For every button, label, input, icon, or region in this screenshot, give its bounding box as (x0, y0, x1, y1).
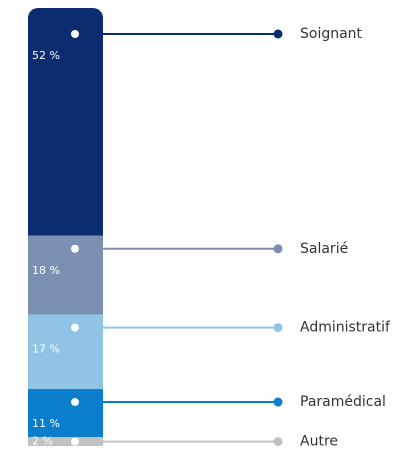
bar-segment (28, 8, 103, 236)
legend-label: Soignant (300, 26, 363, 42)
leader-dot (71, 398, 79, 407)
leader-dot (71, 30, 79, 38)
bar-group (28, 8, 103, 446)
bar-segment (28, 437, 103, 446)
legend-dot (273, 29, 283, 39)
legend-label: Administratif (300, 320, 391, 336)
legend-label: Paramédical (300, 394, 386, 410)
value-label: 11 % (32, 417, 60, 430)
bar-segment (28, 389, 103, 438)
value-label: 52 % (32, 49, 60, 62)
value-label: 18 % (32, 264, 60, 277)
leader-dot (71, 437, 79, 446)
value-label: 17 % (32, 343, 60, 356)
legend-dot (273, 437, 283, 447)
legend-label: Salarié (300, 241, 348, 257)
leader-dot (71, 323, 79, 332)
legend-dot (273, 323, 283, 333)
value-label: 2 % (32, 435, 53, 448)
legend-label: Autre (300, 434, 338, 450)
leader-dot (71, 244, 79, 253)
legend-dot (273, 244, 283, 254)
legend-dot (273, 397, 283, 407)
